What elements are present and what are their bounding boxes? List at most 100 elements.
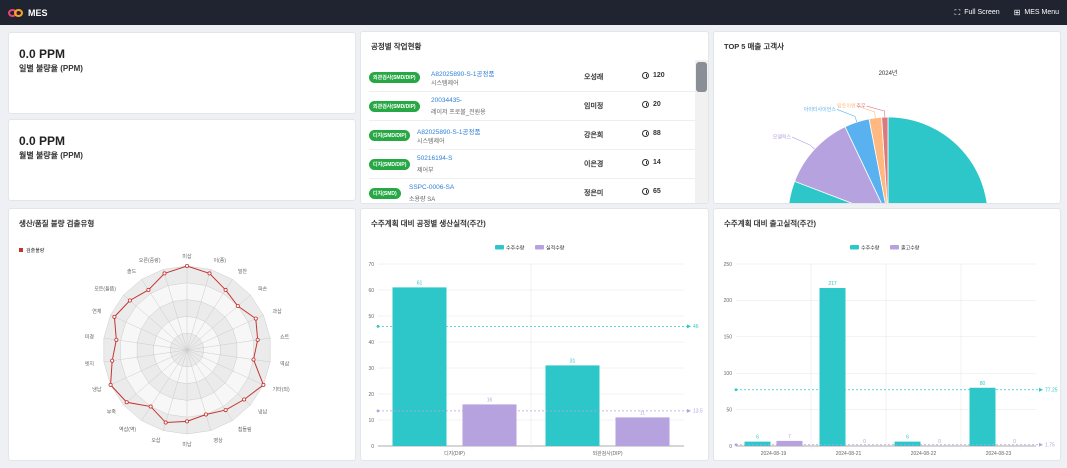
radar-axis-label: 칩들림 xyxy=(238,426,252,433)
radar-point[interactable] xyxy=(184,419,189,424)
work-row[interactable]: 외관검사(SMD/DIP) 20034435- 레이저 프로볼_전원용 임미정 20 xyxy=(369,92,699,121)
top-bar: MES ⛶ Full Screen ⊞ MES Menu xyxy=(0,0,1067,25)
radar-point[interactable] xyxy=(207,271,212,276)
scrollbar[interactable] xyxy=(695,60,708,203)
clock-icon xyxy=(642,101,649,108)
radar-axis xyxy=(163,349,188,431)
y-tick-label: 50 xyxy=(726,407,732,413)
mes-menu-button[interactable]: ⊞ MES Menu xyxy=(1014,8,1059,17)
radar-point[interactable] xyxy=(242,397,247,402)
item-code-link[interactable]: A82025890-S-1공정품 xyxy=(431,71,495,78)
work-row[interactable]: 디지(SMD/DIP) A82025890-S-1공정품 시스템제어 강은희 88 xyxy=(369,121,699,150)
radar-point[interactable] xyxy=(162,271,167,276)
x-tick-label: 2024-08-23 xyxy=(986,451,1012,457)
full-screen-button[interactable]: ⛶ Full Screen xyxy=(955,8,1000,18)
shipment-card: 수주계획 대비 출고실적(주간) 수주수량 출고수량 0 50 100 150 200 250… xyxy=(713,208,1061,461)
radar-point[interactable] xyxy=(112,314,117,319)
mark-line-arrow xyxy=(687,408,691,413)
radar-axis xyxy=(186,349,211,431)
radar-axis xyxy=(141,349,188,421)
mark-line-label: 13.5 xyxy=(693,409,703,415)
mark-line-label: 1.75 xyxy=(1045,443,1055,449)
daily-ppm-card: 0.0 PPM 일별 불량율 (PPM) xyxy=(8,32,356,114)
bar[interactable] xyxy=(819,288,846,446)
pie-slice[interactable] xyxy=(794,126,888,204)
radar-axis xyxy=(186,349,264,386)
radar-point[interactable] xyxy=(163,420,168,425)
radar-point[interactable] xyxy=(253,316,258,321)
y-tick-label: 0 xyxy=(729,444,732,450)
y-tick-label: 70 xyxy=(368,262,374,268)
radar-point[interactable] xyxy=(251,357,256,362)
radar-axis xyxy=(186,294,251,351)
worker-name: 이은경 xyxy=(584,161,604,168)
monthly-ppm-value: 0.0 PPM xyxy=(19,134,66,148)
monthly-ppm-card: 0.0 PPM 월별 불량율 (PPM) xyxy=(8,119,356,201)
radar-axis-label: 솔드 xyxy=(127,268,137,275)
radar-point[interactable] xyxy=(127,298,132,303)
radar-point[interactable] xyxy=(146,287,151,292)
y-tick-label: 100 xyxy=(724,371,733,377)
radar-point[interactable] xyxy=(223,408,228,413)
radar-point[interactable] xyxy=(261,382,266,387)
radar-point[interactable] xyxy=(110,358,115,363)
item-code-link[interactable]: A82025890-S-1공정품 xyxy=(417,129,481,136)
bar-value-label: 61 xyxy=(417,280,423,286)
bar[interactable] xyxy=(894,441,921,446)
worker-name: 강은희 xyxy=(584,132,604,139)
work-count: 65 xyxy=(642,188,661,195)
scroll-thumb[interactable] xyxy=(696,62,707,92)
bar[interactable] xyxy=(744,441,771,446)
radar-axis-label: 이(종) xyxy=(213,257,226,264)
bar[interactable] xyxy=(545,365,600,446)
legend-swatch[interactable] xyxy=(535,245,544,250)
bar[interactable] xyxy=(776,440,803,446)
legend-swatch[interactable] xyxy=(890,245,899,250)
item-name: 시스템제어 xyxy=(417,139,445,145)
radar-axis xyxy=(123,349,188,406)
radar-point[interactable] xyxy=(235,303,240,308)
pie-label-line xyxy=(836,109,858,123)
y-tick-label: 250 xyxy=(724,262,733,268)
radar-axis-label: 쇼트 xyxy=(280,335,290,341)
radar-point[interactable] xyxy=(255,337,260,342)
radar-point[interactable] xyxy=(114,337,119,342)
legend-label: 수주수량 xyxy=(506,245,525,252)
work-count: 14 xyxy=(642,159,661,166)
radar-axis-label: 밀찬 xyxy=(238,268,248,275)
radar-point[interactable] xyxy=(148,404,153,409)
app-logo[interactable]: MES xyxy=(8,8,48,18)
radar-axis xyxy=(123,294,188,351)
radar-point[interactable] xyxy=(223,287,228,292)
radar-axis xyxy=(110,314,188,351)
work-status-title: 공정별 작업현황 xyxy=(371,42,422,51)
legend-swatch[interactable] xyxy=(495,245,504,250)
radar-point[interactable] xyxy=(108,382,113,387)
shipment-title: 수주계획 대비 출고실적(주간) xyxy=(724,219,816,228)
item-code-link[interactable]: 20034435- xyxy=(431,97,463,104)
item-code-link[interactable]: SSPC-0006-SA xyxy=(409,184,455,191)
legend-swatch[interactable] xyxy=(850,245,859,250)
radar-axis-label: 과삽 xyxy=(273,308,283,315)
item-code-link[interactable]: 50216194-S xyxy=(417,155,453,162)
bar[interactable] xyxy=(462,404,517,446)
mark-line-start xyxy=(376,325,380,328)
legend-swatch xyxy=(19,248,23,252)
radar-point[interactable] xyxy=(124,400,129,405)
radar-axis xyxy=(186,269,211,351)
work-row[interactable]: 디지(SMD/DIP) 50216194-S 제어부 이은경 14 xyxy=(369,150,699,179)
radar-axis xyxy=(186,349,271,363)
bar[interactable] xyxy=(615,417,670,446)
radar-point[interactable] xyxy=(184,263,189,268)
bar[interactable] xyxy=(392,287,447,446)
work-row[interactable]: 외관검사(SMD/DIP) A82025890-S-1공정품 시스템제어 오성래 120 xyxy=(369,63,699,92)
production-card: 수주계획 대비 공정별 생산실적(주간) 수주수량 실적수량 0 10 20 30 40 50… xyxy=(360,208,709,461)
radar-axis-label: 영상 xyxy=(213,437,223,444)
work-row[interactable]: 디지(SMD) SSPC-0006-SA 소용량 SA 정은미 65 xyxy=(369,179,699,203)
full-screen-label: Full Screen xyxy=(964,9,1000,16)
radar-point[interactable] xyxy=(203,412,208,417)
mes-menu-label: MES Menu xyxy=(1024,9,1059,16)
pie-label-line xyxy=(856,105,876,118)
bar[interactable] xyxy=(969,387,996,446)
